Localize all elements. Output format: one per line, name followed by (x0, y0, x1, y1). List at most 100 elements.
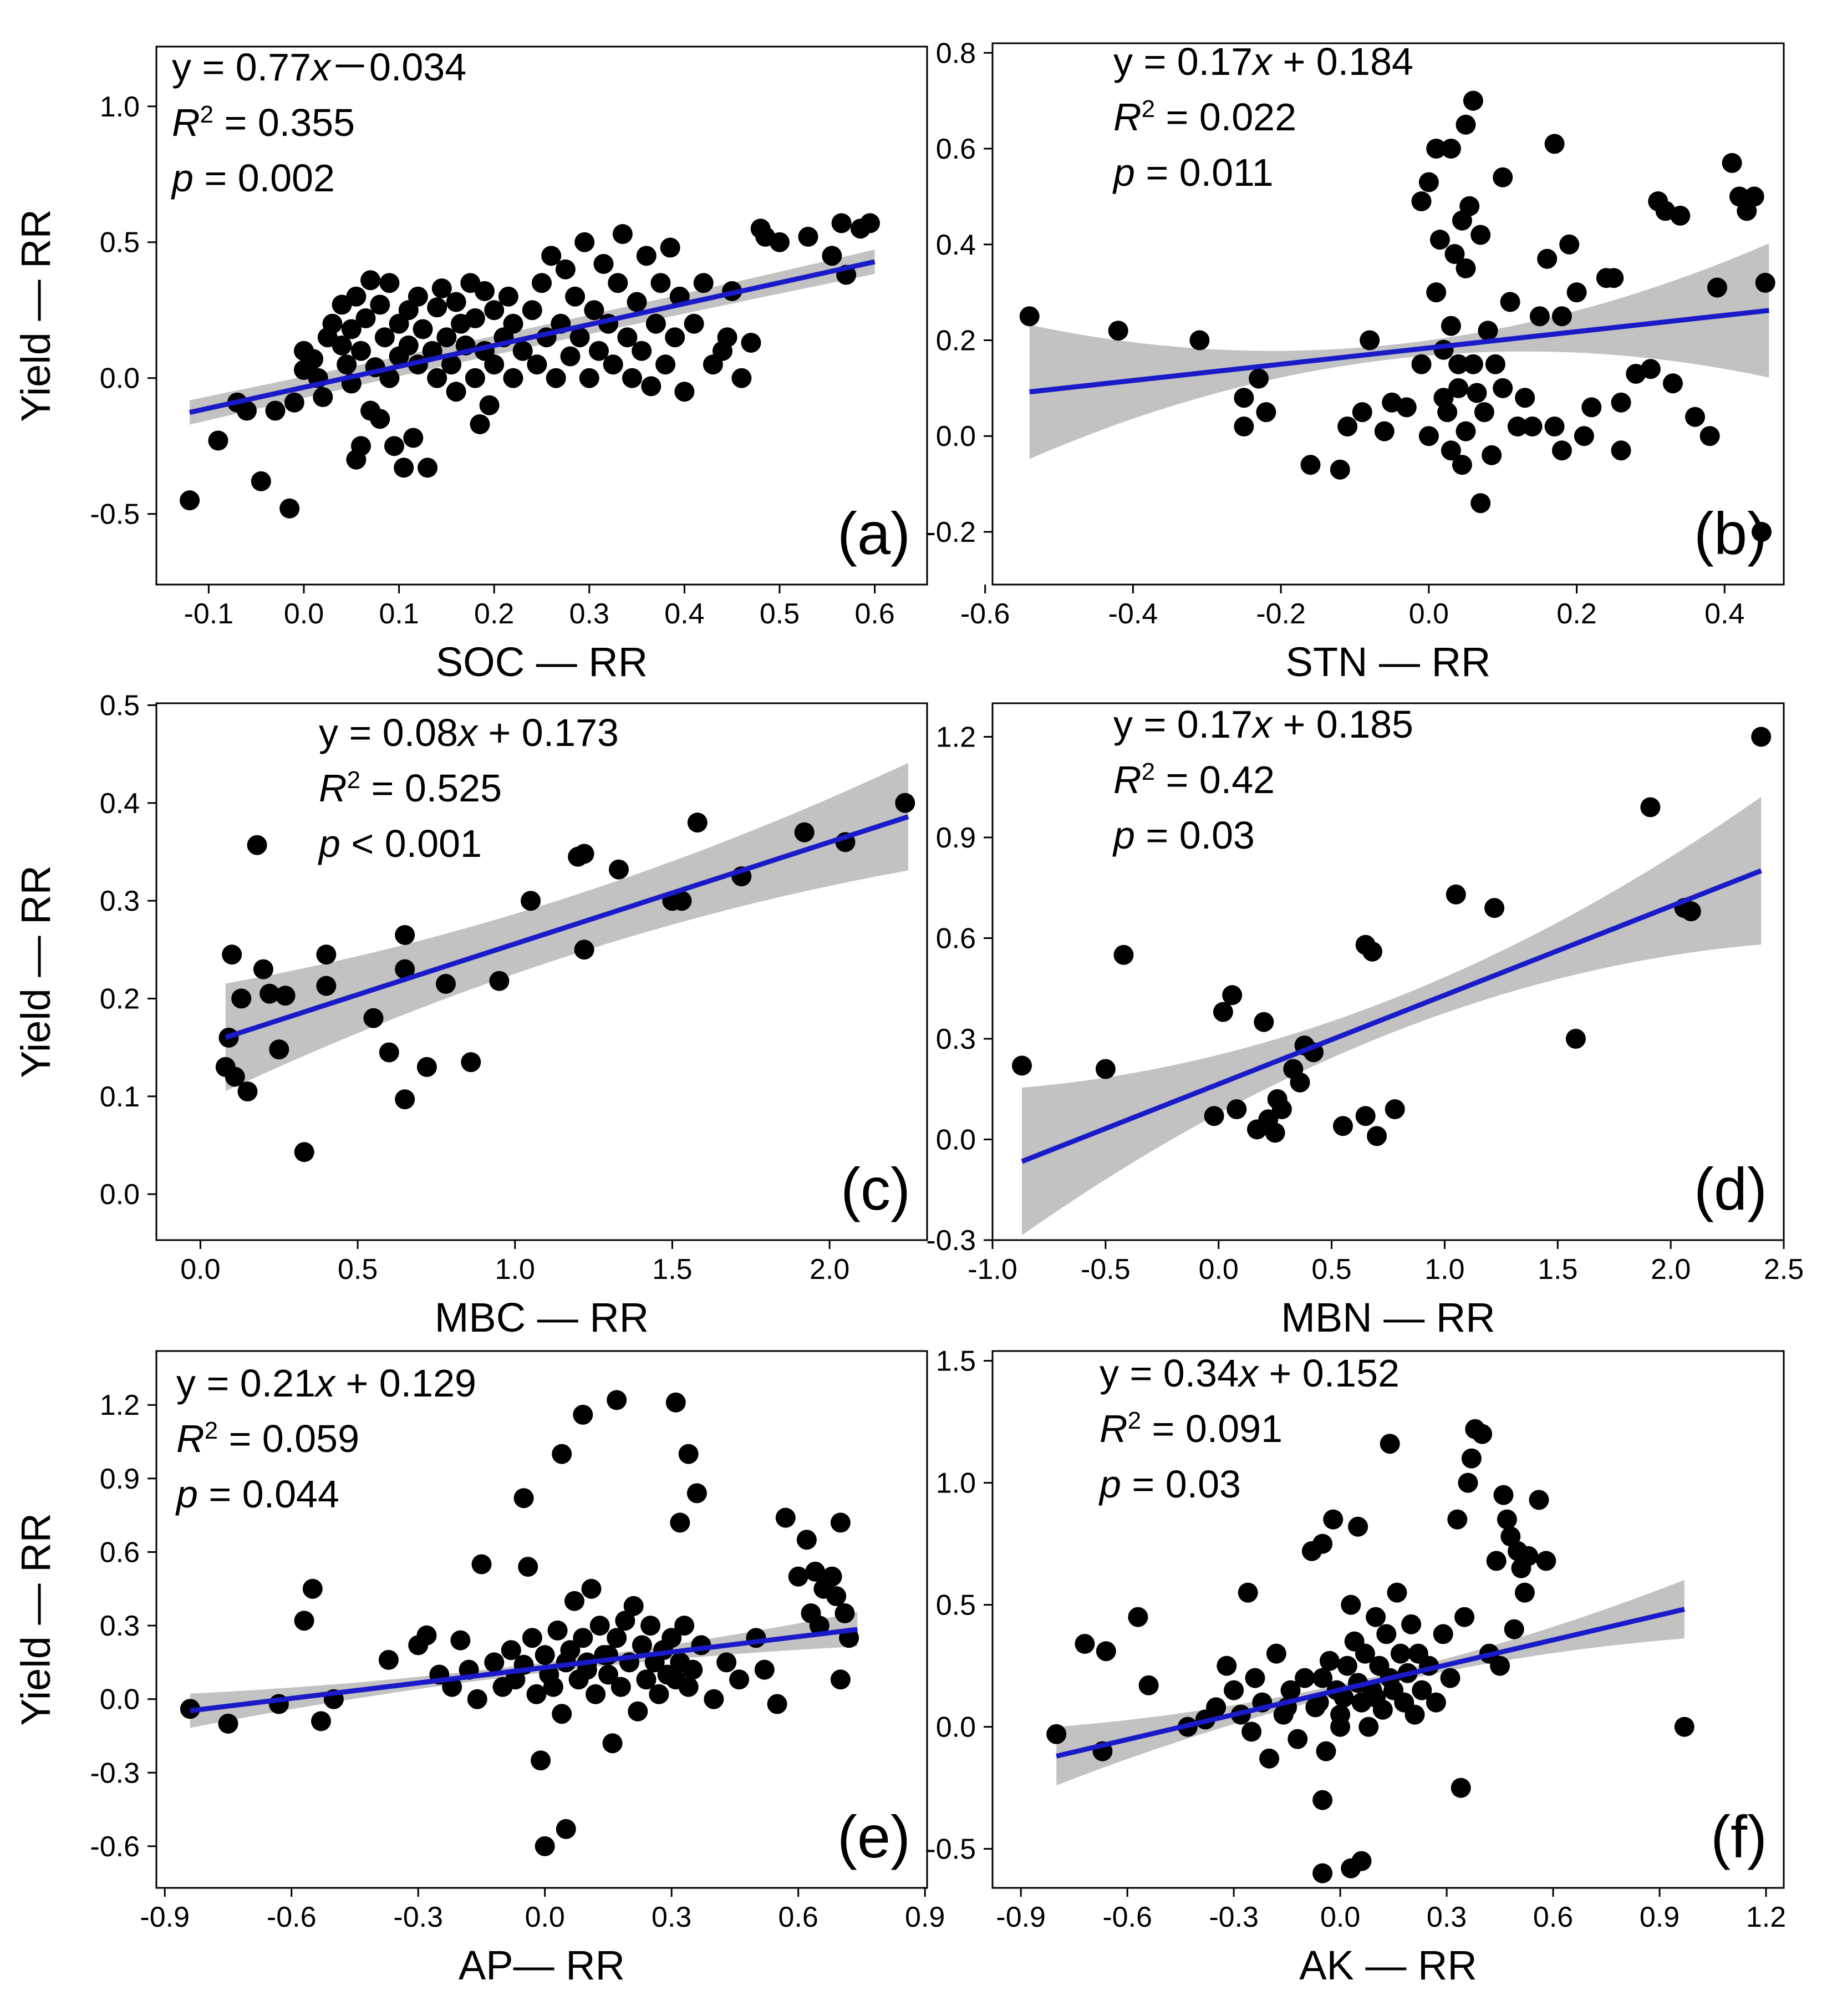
data-point (627, 292, 647, 312)
y-tick-label: 0.9 (100, 1463, 140, 1495)
x-tick-label: 2.0 (810, 1253, 849, 1286)
data-point (1295, 1668, 1315, 1688)
x-tick-label: -0.3 (1209, 1901, 1259, 1933)
data-point (337, 354, 357, 375)
data-point (247, 835, 267, 855)
regression-line (1021, 868, 1762, 1164)
data-point (1358, 1717, 1379, 1737)
data-point (1316, 1741, 1336, 1761)
data-point (311, 1711, 331, 1731)
data-point (1426, 282, 1447, 303)
data-point (1385, 1099, 1405, 1119)
data-point (302, 1578, 323, 1599)
data-point (622, 368, 642, 388)
data-point (403, 428, 424, 448)
x-tick-label: 0.6 (1533, 1901, 1573, 1933)
panel-label: (e) (837, 1803, 910, 1870)
data-point (1256, 402, 1276, 423)
data-point (794, 822, 815, 842)
data-point (1663, 373, 1683, 394)
panel-c: 0.0 0.5 1.0 1.5 2.0 0.0 0.1 0.2 0.3 0.4 0.5 MBC — R… (13, 690, 928, 1340)
plot-frame (155, 45, 928, 586)
data-point (649, 1684, 669, 1704)
data-point (1467, 383, 1487, 403)
data-point (512, 341, 533, 361)
data-point (617, 327, 638, 348)
data-point (830, 1669, 851, 1690)
data-point (610, 1677, 631, 1697)
x-tick-label: 1.0 (495, 1253, 535, 1286)
data-point (788, 1566, 808, 1587)
data-point (398, 335, 419, 356)
x-tick-label: -0.1 (184, 598, 234, 630)
data-point (1456, 421, 1476, 441)
data-point (552, 1444, 572, 1464)
y-tick-label: 0.0 (936, 1124, 976, 1156)
x-tick-label: 0.9 (905, 1901, 945, 1933)
data-point (589, 1616, 610, 1636)
data-point (370, 409, 390, 429)
y-tick-label: 0.0 (100, 363, 140, 395)
data-point (1452, 455, 1472, 475)
data-point (370, 294, 390, 315)
data-point (1472, 1424, 1493, 1444)
data-point (1537, 248, 1558, 269)
panel-label: (b) (1694, 500, 1767, 567)
data-point (1429, 230, 1450, 250)
data-point (1189, 330, 1210, 351)
data-point (1341, 1594, 1361, 1615)
data-point (641, 376, 661, 397)
y-tick-label: 0.3 (936, 1023, 976, 1055)
data-point (518, 1557, 538, 1577)
data-point (584, 300, 604, 321)
regression-line (225, 814, 909, 1040)
data-point (632, 1635, 652, 1656)
x-tick-label: 0.6 (854, 598, 894, 630)
data-point (1456, 258, 1476, 278)
data-point (822, 246, 842, 266)
r-squared: R2 = 0.059 (176, 1417, 359, 1461)
data-point (1604, 268, 1624, 288)
data-point (678, 1444, 699, 1464)
data-point (395, 925, 415, 945)
y-tick-label: -0.5 (926, 1834, 976, 1866)
p-value: p = 0.03 (1098, 1463, 1241, 1506)
x-tick-label: -0.3 (393, 1901, 443, 1933)
data-point (1459, 196, 1480, 216)
data-point (687, 813, 708, 833)
data-point (1751, 727, 1772, 747)
x-tick-label: -0.6 (1102, 1901, 1152, 1933)
data-point (363, 1008, 384, 1028)
x-tick-label: 0.5 (338, 1253, 378, 1286)
data-point (671, 891, 692, 911)
data-point (612, 224, 633, 244)
x-tick-label: 0.0 (284, 598, 324, 630)
data-point (465, 368, 485, 388)
data-point (831, 213, 852, 233)
data-point (834, 1603, 855, 1623)
data-point (484, 1652, 505, 1673)
data-point (686, 1483, 707, 1504)
data-point (360, 270, 381, 291)
data-point (1418, 426, 1439, 446)
y-axis-title: Yield — RR (13, 865, 59, 1078)
data-point (418, 458, 438, 478)
data-point (505, 1669, 526, 1690)
data-point (1138, 1675, 1159, 1695)
data-point (628, 1701, 648, 1722)
data-point (1234, 417, 1254, 436)
data-point (581, 1578, 602, 1599)
r-squared: R2 = 0.42 (1113, 758, 1275, 802)
regression-line (189, 259, 876, 415)
data-point (316, 976, 337, 996)
regression-equation: y = 0.34x + 0.152 (1100, 1352, 1400, 1395)
data-point (522, 1628, 542, 1648)
data-point (796, 1530, 817, 1550)
data-point (427, 297, 447, 318)
data-point (547, 1620, 568, 1641)
data-point (1271, 1099, 1292, 1119)
data-point (1670, 205, 1691, 226)
data-point (1441, 316, 1461, 336)
y-tick-label: 0.8 (936, 37, 976, 69)
panel-d: -1.0 -0.5 0.0 0.5 1.0 1.5 2.0 2.5 -0.3 0.0 0.3 0.6 0… (926, 702, 1804, 1340)
